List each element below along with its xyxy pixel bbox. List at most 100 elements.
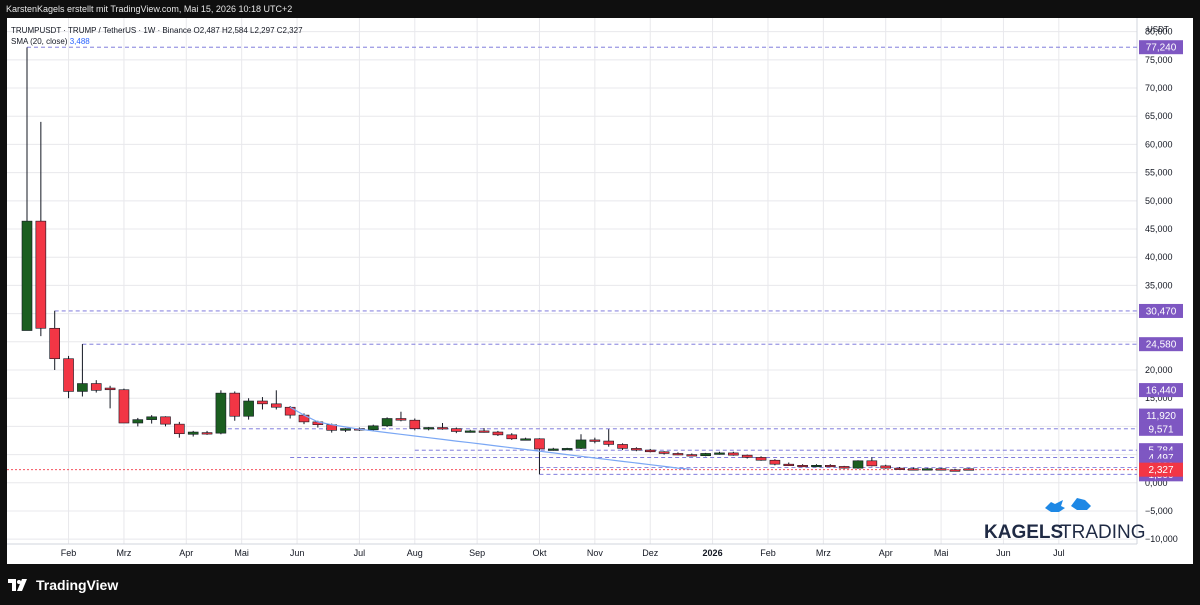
x-tick-label: Jun (996, 548, 1011, 558)
candle-body (728, 452, 739, 456)
y-tick-label: 80,000 (1145, 27, 1173, 37)
y-tick-label: −5,000 (1145, 506, 1173, 516)
candle-body (589, 439, 601, 442)
candle-body (824, 465, 836, 468)
x-tick-label: Apr (879, 548, 893, 558)
extra-badge: 16,440 (1139, 383, 1183, 398)
candle-body (714, 452, 725, 455)
watermark-light: TRADING (1060, 522, 1146, 543)
symbol-line: TRUMPUSDT · TRUMP / TetherUS · 1W · Bina… (11, 26, 303, 35)
candle-body (215, 392, 227, 434)
y-tick-label: 0,000 (1145, 478, 1168, 488)
candle-body (464, 430, 476, 433)
candle-body (367, 425, 379, 431)
candle-body (686, 454, 698, 457)
sma-label: SMA (20, close) (11, 37, 68, 46)
x-tick-label: Feb (760, 548, 776, 558)
candle-body (561, 448, 573, 451)
extra-badge-text: 16,440 (1146, 386, 1177, 397)
candle-body (395, 418, 407, 421)
chart-area[interactable]: KAGELS TRADING −10,000−5,0000,0005,00010… (7, 18, 1193, 564)
x-tick-label: Mrz (816, 548, 831, 558)
candle-body (755, 457, 767, 461)
x-tick-label: Feb (61, 548, 77, 558)
candle-body (547, 448, 559, 451)
chart-legend: TRUMPUSDT · TRUMP / TetherUS · 1W · Bina… (11, 25, 303, 47)
candle-body (741, 454, 753, 458)
candle-body (520, 438, 531, 441)
x-tick-label: Apr (179, 548, 193, 558)
price-axis: −10,000−5,0000,0005,00010,00015,00020,00… (1139, 27, 1183, 544)
candle-body (644, 449, 656, 453)
level-badge: 24,580 (1139, 337, 1183, 352)
y-tick-label: 20,000 (1145, 365, 1173, 375)
level-badge-text: 30,470 (1146, 306, 1177, 317)
watermark-bold: KAGELS (984, 522, 1063, 543)
candles (21, 47, 975, 475)
candle-body (118, 389, 130, 424)
x-tick-label: 2026 (703, 548, 723, 558)
candle-body (340, 428, 351, 431)
candle-body (921, 468, 933, 471)
y-tick-label: 55,000 (1145, 168, 1173, 178)
x-tick-label: Nov (587, 548, 604, 558)
y-tick-label: 35,000 (1145, 280, 1173, 290)
top-caption-bar: KarstenKagels erstellt mit TradingView.c… (0, 0, 1200, 18)
candle-body (257, 400, 268, 405)
y-tick-label: −10,000 (1145, 534, 1178, 544)
sma-value: 3,488 (69, 37, 90, 46)
sma-legend: SMA (20, close) 3,488 (11, 36, 303, 47)
candle-body (201, 432, 213, 435)
candle-body (437, 427, 448, 430)
x-tick-label: Aug (407, 548, 423, 558)
y-tick-label: 45,000 (1145, 224, 1173, 234)
x-tick-label: Dez (642, 548, 659, 558)
candle-body (284, 406, 296, 416)
candle-body (146, 416, 157, 420)
y-tick-label: 50,000 (1145, 196, 1173, 206)
kagels-trading-watermark: KAGELS TRADING (984, 498, 1146, 543)
candle-body (174, 423, 185, 435)
y-tick-label: 75,000 (1145, 55, 1173, 65)
level-badge-bg (1139, 337, 1183, 352)
x-tick-label: Mai (234, 548, 249, 558)
extra-badge-text: 11,920 (1146, 411, 1176, 422)
candle-body (298, 414, 310, 423)
x-tick-label: Jun (290, 548, 305, 558)
level-badge-text: 77,240 (1146, 43, 1177, 54)
candle-body (603, 440, 615, 445)
candle-body (575, 439, 587, 449)
candle-body (21, 220, 33, 331)
level-badge-bg (1139, 303, 1183, 318)
candle-body (631, 448, 642, 451)
candle-body (478, 430, 490, 433)
x-tick-label: Jul (354, 548, 366, 558)
candle-body (77, 383, 88, 392)
time-axis: Feb Mrz Apr Mai Jun Jul Aug Sep Okt Nov Dez 2026 Feb… (61, 548, 1065, 558)
candle-body (229, 392, 241, 417)
y-tick-label: 15,000 (1145, 393, 1173, 403)
price-chart[interactable]: KAGELS TRADING −10,000−5,0000,0005,00010… (7, 18, 1193, 564)
x-tick-label: Jul (1053, 548, 1065, 558)
y-tick-label: 65,000 (1145, 111, 1173, 121)
candle-body (63, 358, 74, 392)
candle-body (866, 460, 878, 467)
tradingview-logo[interactable]: TradingView (8, 577, 118, 593)
candle-body (935, 468, 947, 471)
candle-body (243, 400, 254, 417)
level-lines (7, 46, 1137, 475)
candle-body (700, 453, 711, 457)
extra-badge-bg (1139, 383, 1183, 398)
last-price-badge: 2,327 (1139, 462, 1183, 477)
sma-layer (289, 406, 692, 470)
candle-body (132, 419, 144, 424)
candle-body (534, 438, 545, 450)
candle-body (838, 466, 850, 469)
bull-bear-logo (1045, 498, 1091, 512)
last-price-badge-bg (1139, 462, 1183, 477)
candle-body (160, 416, 171, 425)
footer-bar: TradingView (0, 564, 1200, 605)
candle-body (880, 465, 892, 469)
candle-body (506, 434, 518, 440)
candle-body (811, 465, 822, 468)
